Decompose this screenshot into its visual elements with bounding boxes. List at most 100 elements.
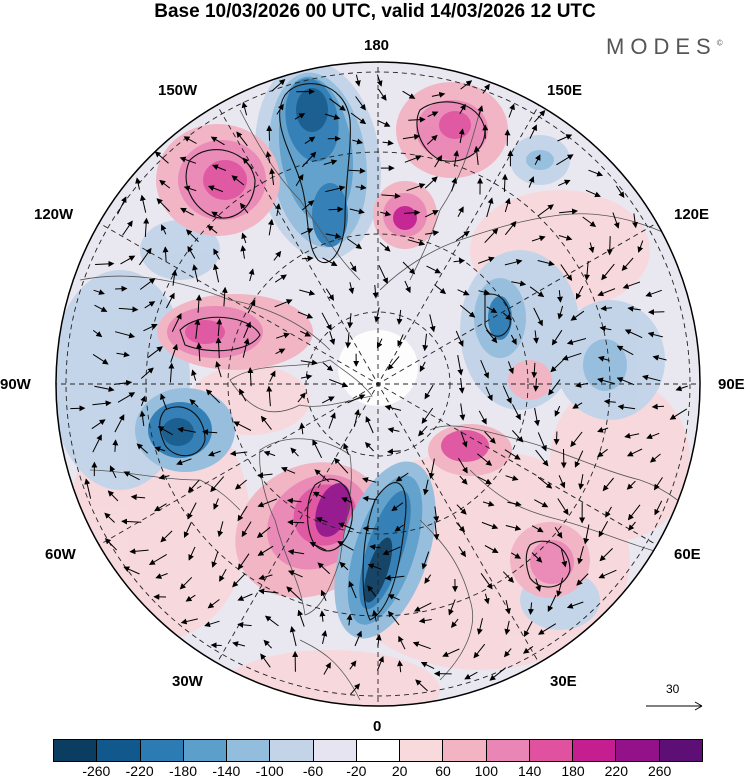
wind-arrow <box>237 621 252 628</box>
wind-arrow <box>266 385 273 407</box>
wind-arrow <box>626 480 636 490</box>
wind-arrow <box>566 338 587 346</box>
wind-arrow <box>627 504 641 521</box>
page-title: Base 10/03/2026 00 UTC, valid 14/03/2026… <box>154 1 596 22</box>
wind-arrow <box>414 602 432 612</box>
wind-arrow <box>433 506 440 523</box>
label-lon-150e: 150E <box>547 82 583 99</box>
wind-arrow <box>232 641 246 648</box>
wind-arrow <box>122 220 133 236</box>
wind-arrow <box>240 245 247 259</box>
wind-arrow <box>503 648 512 658</box>
wind-arrow <box>477 476 492 485</box>
colorbar <box>53 739 703 762</box>
wind-arrow <box>484 228 499 244</box>
colorbar-swatch <box>658 740 702 761</box>
wind-arrow <box>205 389 221 404</box>
wind-arrow <box>483 593 490 605</box>
wind-arrow <box>123 471 140 481</box>
wind-arrow <box>287 570 303 578</box>
wind-arrow <box>117 196 127 215</box>
wind-arrow <box>325 185 346 193</box>
wind-arrow <box>271 79 286 92</box>
wind-arrow <box>364 441 374 452</box>
wind-arrow <box>183 136 197 144</box>
colorbar-tick-label: -100 <box>255 763 284 779</box>
wind-arrow <box>422 333 429 352</box>
wind-arrow <box>583 524 590 545</box>
wind-arrow <box>352 138 364 145</box>
wind-arrow <box>455 330 464 347</box>
wind-arrow <box>372 609 378 622</box>
wind-arrow <box>160 530 173 543</box>
wind-arrow <box>378 88 387 101</box>
wind-arrow <box>455 522 466 533</box>
wind-arrow <box>480 360 489 379</box>
colorbar-swatch <box>226 740 270 761</box>
wind-arrow <box>597 355 610 362</box>
wind-arrow <box>185 229 199 243</box>
wind-arrow <box>290 447 299 457</box>
wind-arrow <box>419 361 426 372</box>
wind-arrow <box>362 495 377 502</box>
wind-arrow <box>341 497 353 504</box>
wind-arrow <box>135 177 142 190</box>
wind-arrow <box>455 230 470 242</box>
wind-arrow <box>188 546 196 561</box>
wind-arrow <box>204 620 220 628</box>
wind-arrow <box>508 103 515 118</box>
wind-arrow <box>242 337 250 358</box>
wind-arrow <box>211 211 222 219</box>
label-lon-90w: 90W <box>0 376 31 393</box>
wind-arrow <box>217 521 224 538</box>
wind-arrow <box>144 301 156 309</box>
wind-arrow <box>323 662 331 675</box>
wind-arrow <box>263 639 272 649</box>
wind-arrow <box>376 338 383 349</box>
label-lon-90e: 90E <box>718 376 745 393</box>
wind-arrow <box>92 329 103 338</box>
wind-arrow <box>136 443 149 454</box>
wind-arrow <box>268 218 274 236</box>
wind-arrow <box>402 261 416 275</box>
wind-arrow <box>94 304 108 312</box>
wind-arrow <box>418 425 428 437</box>
wind-arrow <box>427 111 439 118</box>
wind-arrow <box>187 502 197 520</box>
wind-arrow <box>403 209 421 216</box>
wind-arrow <box>187 479 200 493</box>
wind-arrow <box>328 206 344 213</box>
wind-arrow <box>189 399 199 408</box>
wind-arrow <box>598 521 609 538</box>
wind-arrow <box>459 475 468 485</box>
wind-arrow <box>325 232 342 239</box>
wind-arrow <box>139 410 146 427</box>
wind-arrow <box>210 476 225 493</box>
wind-arrow <box>243 321 251 338</box>
wind-arrow <box>377 119 391 127</box>
wind-arrow <box>315 517 328 523</box>
wind-arrow <box>286 497 302 504</box>
wind-arrow <box>621 257 634 272</box>
wind-arrow <box>211 551 219 568</box>
wind-arrow <box>395 472 409 482</box>
wind-arrow <box>191 369 197 381</box>
wind-arrow <box>457 289 470 296</box>
wind-arrow <box>104 512 115 523</box>
wind-arrow <box>114 331 136 339</box>
wind-arrow <box>622 281 641 289</box>
wind-arrow <box>534 154 541 166</box>
wind-arrow <box>143 217 150 238</box>
wind-arrow <box>207 225 218 234</box>
wind-arrow <box>647 331 663 338</box>
wind-arrow <box>572 402 583 409</box>
wind-arrow <box>241 101 248 116</box>
label-lon-120e: 120E <box>674 206 710 223</box>
wind-arrow <box>651 403 665 410</box>
wind-arrow <box>584 260 591 281</box>
wind-arrow <box>537 432 547 452</box>
wind-arrow <box>504 220 517 236</box>
wind-arrow <box>257 498 277 508</box>
wind-arrow <box>265 151 272 164</box>
wind-arrow <box>161 224 167 235</box>
